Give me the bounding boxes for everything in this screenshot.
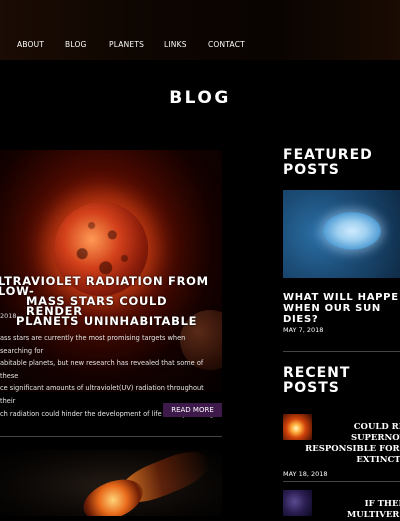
featured-title-line: WHEN OUR SUN [283,303,381,314]
recent-title-line: RESPONSIBLE FOR M [305,444,400,454]
page-title: BLOG [169,88,231,108]
second-post-image[interactable] [0,450,222,516]
nav-link-planets[interactable]: PLANETS [109,40,145,49]
post-divider [0,436,222,437]
recent-title-line: EXTINCTIO [356,455,400,465]
recent-post-thumbnail[interactable] [283,414,312,440]
recent-title-line: COULD REC [353,422,400,432]
red-star-illustration [54,202,148,296]
featured-post-image[interactable] [283,190,400,278]
main-post-title[interactable]: LTRAVIOLET RADIATION FROM LOW- MASS STAR… [0,274,222,328]
excerpt-line: ce significant amounts of ultraviolet(UV… [0,384,204,405]
recent-title-line: SUPERNOVA [350,433,400,443]
featured-posts-heading: FEATURED POSTS [283,148,373,178]
heading-line: RECENT [283,365,351,381]
excerpt-line: ch radiation could hinder the developmen… [0,409,214,418]
recent-post-title[interactable]: COULD REC SUPERNOVA RESPONSIBLE FOR M EX… [302,422,400,466]
featured-post-title[interactable]: WHAT WILL HAPPE WHEN OUR SUN DIES? [283,292,400,325]
featured-title-line: DIES? [283,314,319,325]
main-post-excerpt: ass stars are currently the most promisi… [0,332,214,420]
recent-title-line: MULTIVERSE [346,510,400,520]
nebula-illustration [323,212,381,250]
recent-posts-heading: RECENT POSTS [283,366,350,396]
heading-line: POSTS [283,162,340,178]
excerpt-line: ass stars are currently the most promisi… [0,334,186,355]
heading-line: FEATURED [283,147,373,163]
main-post-image[interactable] [0,150,222,392]
featured-post-date: MAY 7, 2018 [283,326,324,334]
recent-title-line: IF THERE [364,499,400,509]
planet-illustration [180,310,222,370]
featured-title-line: WHAT WILL HAPPE [283,292,399,303]
main-post-title-line: PLANETS UNINHABITABLE [16,314,198,328]
heading-line: POSTS [283,380,340,396]
nav-link-about[interactable]: ABOUT [17,40,45,49]
excerpt-line: abitable planets, but new research has r… [0,359,204,380]
nav-link-contact[interactable]: CONTACT [208,40,245,49]
main-post-title-line: MASS STARS COULD RENDER [26,294,168,318]
main-post-title-line: LTRAVIOLET RADIATION FROM LOW- [0,274,209,298]
sidebar-divider [283,351,400,352]
nav-link-blog[interactable]: BLOG [65,40,87,49]
recent-post-title[interactable]: IF THERE MULTIVERSE [302,499,400,521]
read-more-button[interactable]: READ MORE [163,403,222,417]
nav-link-links[interactable]: LINKS [164,40,187,49]
main-post-date: 2018 [0,312,17,320]
top-navigation-bar: ABOUT BLOG PLANETS LINKS CONTACT [0,0,400,60]
main-nav: ABOUT BLOG PLANETS LINKS CONTACT [0,40,400,54]
recent-post-thumbnail[interactable] [283,490,312,516]
recent-post-date: MAY 18, 2018 [283,470,328,478]
sidebar-divider [283,481,400,482]
